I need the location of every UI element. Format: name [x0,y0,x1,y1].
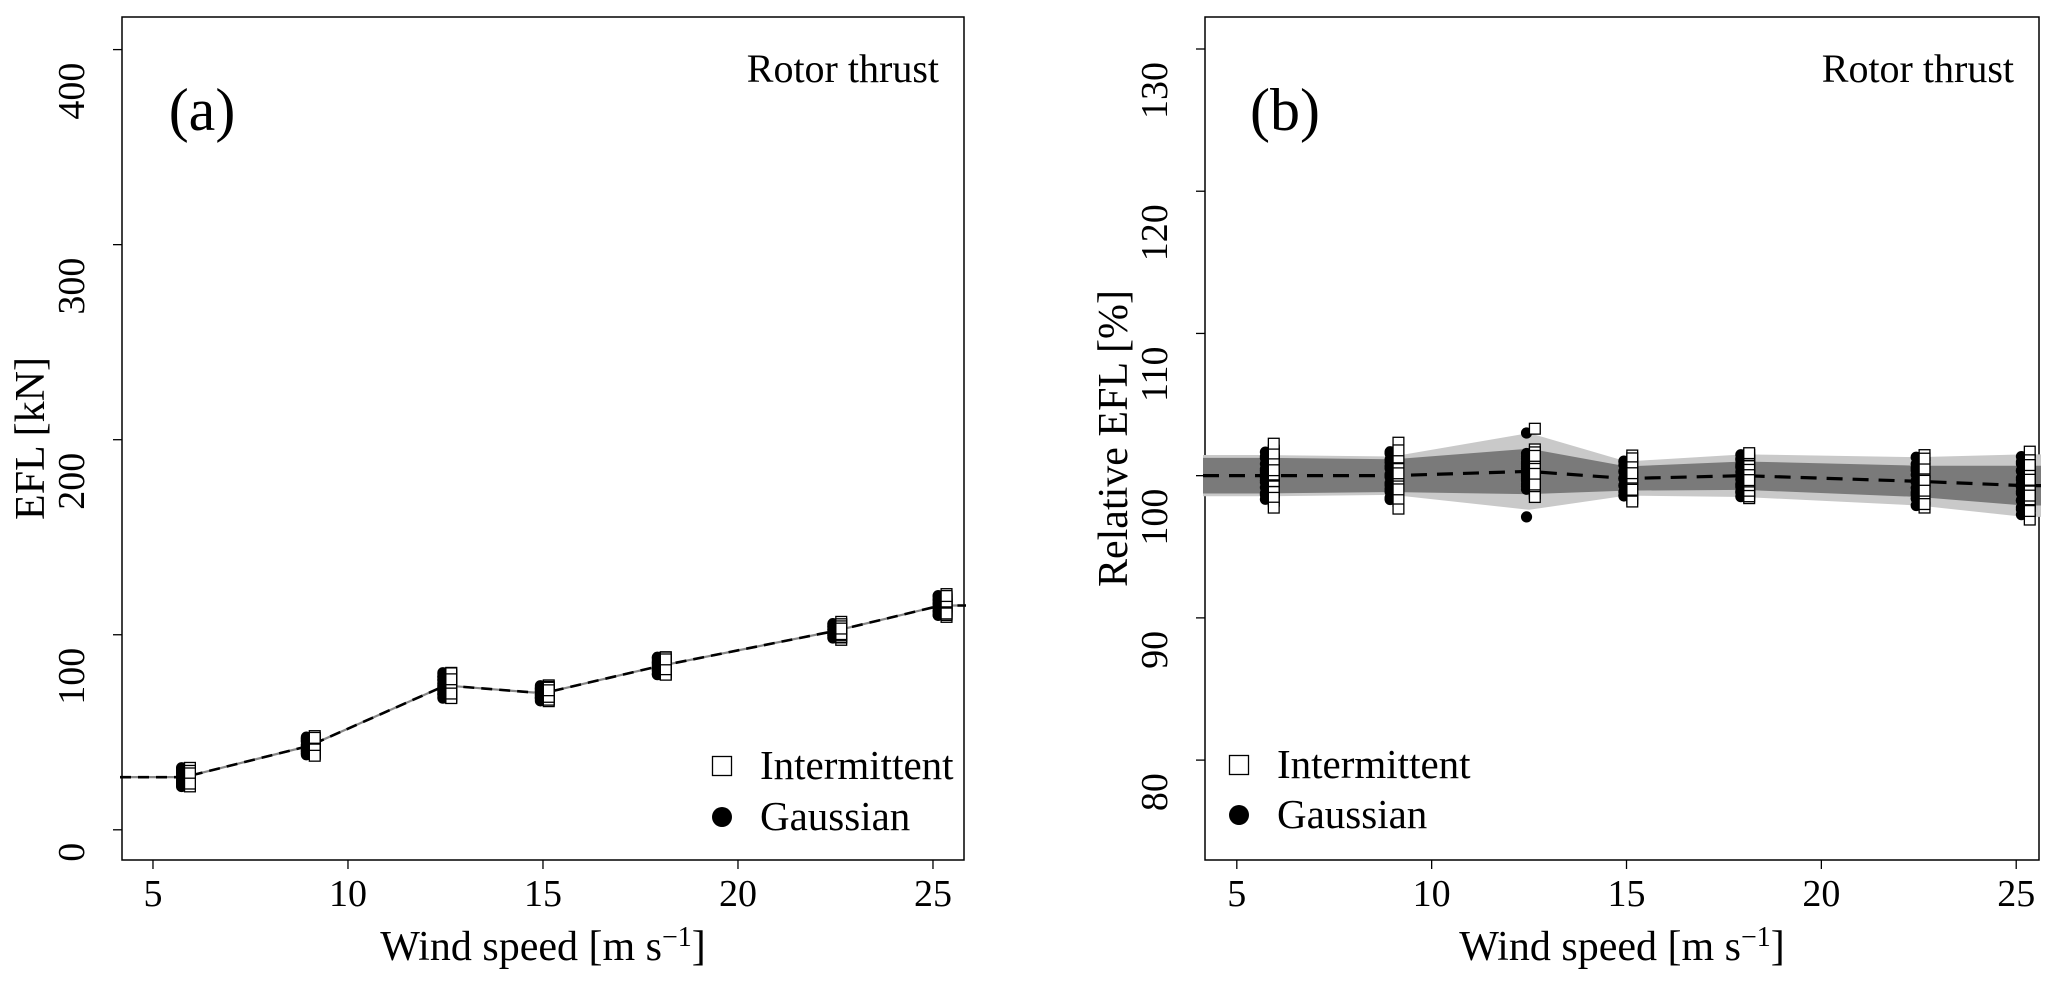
svg-text:Wind speed [m s−1]: Wind speed [m s−1] [380,922,706,970]
svg-text:100: 100 [1134,489,1176,546]
svg-text:Gaussian: Gaussian [1277,791,1427,837]
svg-text:5: 5 [143,873,162,915]
svg-text:100: 100 [51,648,93,705]
svg-text:130: 130 [1134,62,1176,119]
svg-text:Gaussian: Gaussian [760,793,910,839]
svg-text:300: 300 [51,258,93,315]
svg-text:90: 90 [1134,631,1176,669]
svg-text:Rotor thrust: Rotor thrust [747,46,939,91]
svg-text:0: 0 [51,843,93,862]
svg-text:(a): (a) [169,77,236,143]
svg-text:Wind speed [m s−1]: Wind speed [m s−1] [1459,922,1785,970]
svg-text:EFL [kN]: EFL [kN] [8,357,54,520]
svg-text:200: 200 [51,453,93,510]
svg-text:5: 5 [1227,873,1246,915]
svg-text:25: 25 [1997,873,2035,915]
svg-text:10: 10 [1413,873,1451,915]
svg-text:Intermittent: Intermittent [760,742,954,788]
svg-text:80: 80 [1134,773,1176,811]
svg-text:20: 20 [719,873,757,915]
svg-text:Relative EFL [%]: Relative EFL [%] [1091,290,1137,587]
svg-text:400: 400 [51,63,93,120]
svg-text:10: 10 [329,873,367,915]
svg-text:15: 15 [1608,873,1646,915]
svg-text:15: 15 [524,873,562,915]
svg-text:Intermittent: Intermittent [1277,741,1471,787]
svg-text:25: 25 [914,873,952,915]
svg-text:Rotor thrust: Rotor thrust [1822,46,2014,91]
svg-text:(b): (b) [1250,77,1320,143]
svg-text:120: 120 [1134,204,1176,261]
svg-text:20: 20 [1802,873,1840,915]
svg-text:110: 110 [1134,346,1176,402]
